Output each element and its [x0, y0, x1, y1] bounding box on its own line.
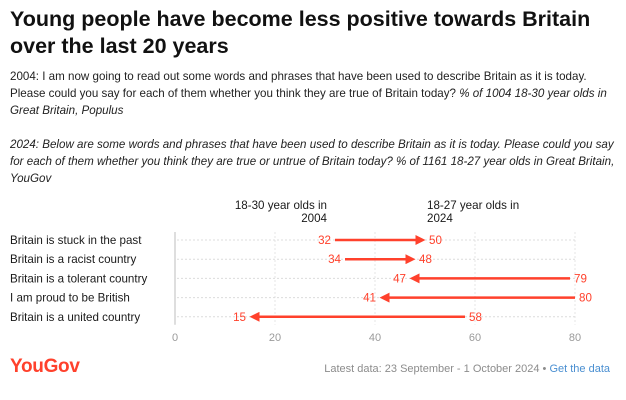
x-tick-label: 0	[172, 332, 178, 344]
category-label: Britain is a united country	[10, 311, 140, 324]
get-the-data-link[interactable]: Get the data	[549, 363, 610, 375]
value-2004: 34	[328, 253, 341, 266]
value-2004: 80	[579, 292, 592, 305]
value-2024: 47	[393, 272, 406, 285]
sample-text-2004: % of 1004 18-30 year olds in Great Brita…	[10, 87, 607, 117]
row-4: Britain is a united country 58 15	[10, 311, 575, 324]
value-2024: 41	[363, 292, 376, 305]
series-label-0-line-1: 2004	[301, 212, 327, 225]
question-note-2004: 2004: I am now going to read out some wo…	[10, 68, 616, 119]
footer-separator: •	[539, 363, 550, 375]
x-tick-label: 80	[569, 332, 581, 344]
chart-title: Young people have become less positive t…	[10, 7, 591, 58]
category-label: I am proud to be British	[10, 292, 130, 305]
series-label-0-line-0: 18-30 year olds in	[235, 199, 327, 212]
latest-data-text: Latest data: 23 September - 1 October 20…	[324, 363, 540, 375]
row-0: Britain is stuck in the past 32 50	[10, 234, 575, 247]
value-2024: 50	[429, 234, 442, 247]
series-label-1-line-0: 18-27 year olds in	[427, 199, 519, 212]
value-2004: 79	[574, 272, 587, 285]
question-note-2024: 2024: Below are some words and phrases t…	[10, 138, 615, 185]
question-text-2004: 2004: I am now going to read out some wo…	[10, 70, 587, 100]
yougov-logo: YouGov	[10, 356, 80, 377]
x-tick-label: 60	[469, 332, 481, 344]
row-3: I am proud to be British 80 41	[10, 292, 592, 305]
value-2004: 58	[469, 311, 482, 324]
value-2024: 15	[233, 311, 246, 324]
row-2: Britain is a tolerant country 79 47	[10, 272, 587, 285]
value-2004: 32	[318, 234, 331, 247]
category-label: Britain is a racist country	[10, 253, 136, 266]
x-tick-label: 40	[369, 332, 381, 344]
footer-source: Latest data: 23 September - 1 October 20…	[324, 363, 610, 375]
category-label: Britain is a tolerant country	[10, 272, 147, 285]
row-1: Britain is a racist country 34 48	[10, 253, 575, 266]
category-label: Britain is stuck in the past	[10, 234, 142, 247]
series-label-1-line-1: 2024	[427, 212, 453, 225]
value-2024: 48	[419, 253, 432, 266]
x-tick-label: 20	[269, 332, 281, 344]
